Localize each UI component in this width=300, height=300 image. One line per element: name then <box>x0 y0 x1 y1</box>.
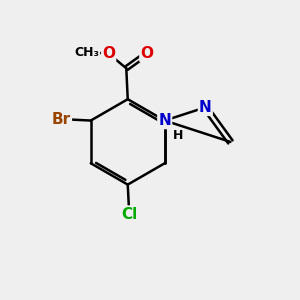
Text: H: H <box>173 129 183 142</box>
Text: O: O <box>102 46 115 61</box>
Text: Br: Br <box>52 112 71 127</box>
Text: CH₃: CH₃ <box>74 46 99 59</box>
Text: Cl: Cl <box>121 206 137 221</box>
Text: O: O <box>140 46 153 61</box>
Text: N: N <box>199 100 212 115</box>
Text: N: N <box>158 113 171 128</box>
